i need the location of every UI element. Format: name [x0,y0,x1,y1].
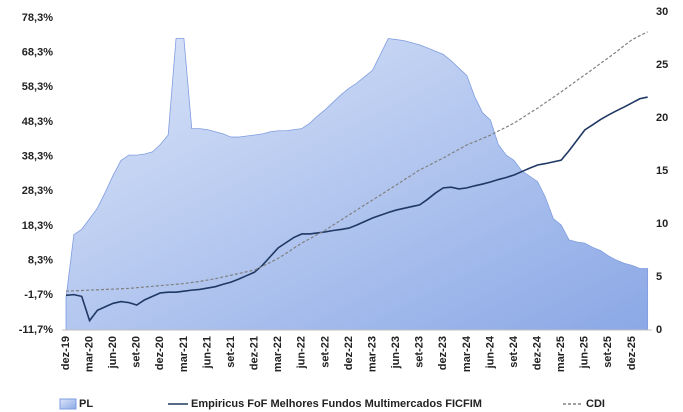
y2-tick-label: 30 [656,6,668,18]
x-tick-label: mar-22 [272,336,284,372]
y2-tick-label: 10 [656,218,668,230]
y2-tick-label: 20 [656,112,668,124]
cdi-line [65,31,648,292]
x-tick-label: set-24 [508,335,520,368]
x-tick-label: jun-20 [107,336,119,369]
x-tick-label: dez-22 [343,336,355,370]
x-tick-label: set-20 [131,336,143,368]
x-tick-label: set-22 [319,336,331,368]
x-tick-label: jun-23 [390,336,402,369]
y-tick-label: -11,7% [19,324,53,336]
x-tick-label: mar-20 [83,336,95,372]
y-tick-label: 38,3% [22,151,53,163]
y-tick-label: 8,3% [28,255,53,267]
fund-line [65,96,648,323]
x-tick-label: mar-24 [461,335,473,372]
x-tick-label: jun-24 [484,335,496,369]
x-tick-label: set-21 [225,336,237,368]
x-tick-label: mar-23 [366,336,378,372]
y-tick-label: 18,3% [22,220,53,232]
x-tick-label: dez-21 [249,336,261,370]
pl-area [65,38,649,331]
y-tick-label: 58,3% [22,81,53,93]
x-tick-label: jun-25 [579,336,591,369]
y-tick-label: 68,3% [22,47,53,59]
x-tick-label: set-25 [602,336,614,368]
x-tick-label: mar-25 [555,336,567,372]
legend-swatch [59,398,77,410]
y2-tick-label: 0 [656,324,662,336]
x-tick-label: mar-21 [178,336,190,372]
x-tick-label: dez-24 [532,335,544,370]
y-tick-label: 48,3% [22,116,53,128]
y2-tick-label: 25 [656,59,668,71]
y-tick-label: 78,3% [22,12,53,24]
legend-label: Empiricus FoF Melhores Fundos Multimerca… [191,398,482,410]
y2-tick-label: 15 [656,165,668,177]
x-tick-label: dez-20 [154,336,166,370]
legend-label: CDI [586,398,605,410]
x-tick-label: set-23 [414,336,426,368]
x-tick-label: dez-25 [626,336,638,370]
y-tick-label: -1,7% [24,289,53,301]
x-tick-label: jun-21 [201,336,213,369]
y-tick-label: 28,3% [22,185,53,197]
x-tick-label: jun-22 [296,336,308,369]
y2-tick-label: 5 [656,271,662,283]
x-tick-label: dez-23 [437,336,449,370]
x-tick-label: dez-19 [60,336,72,370]
legend-label: PL [79,398,93,410]
